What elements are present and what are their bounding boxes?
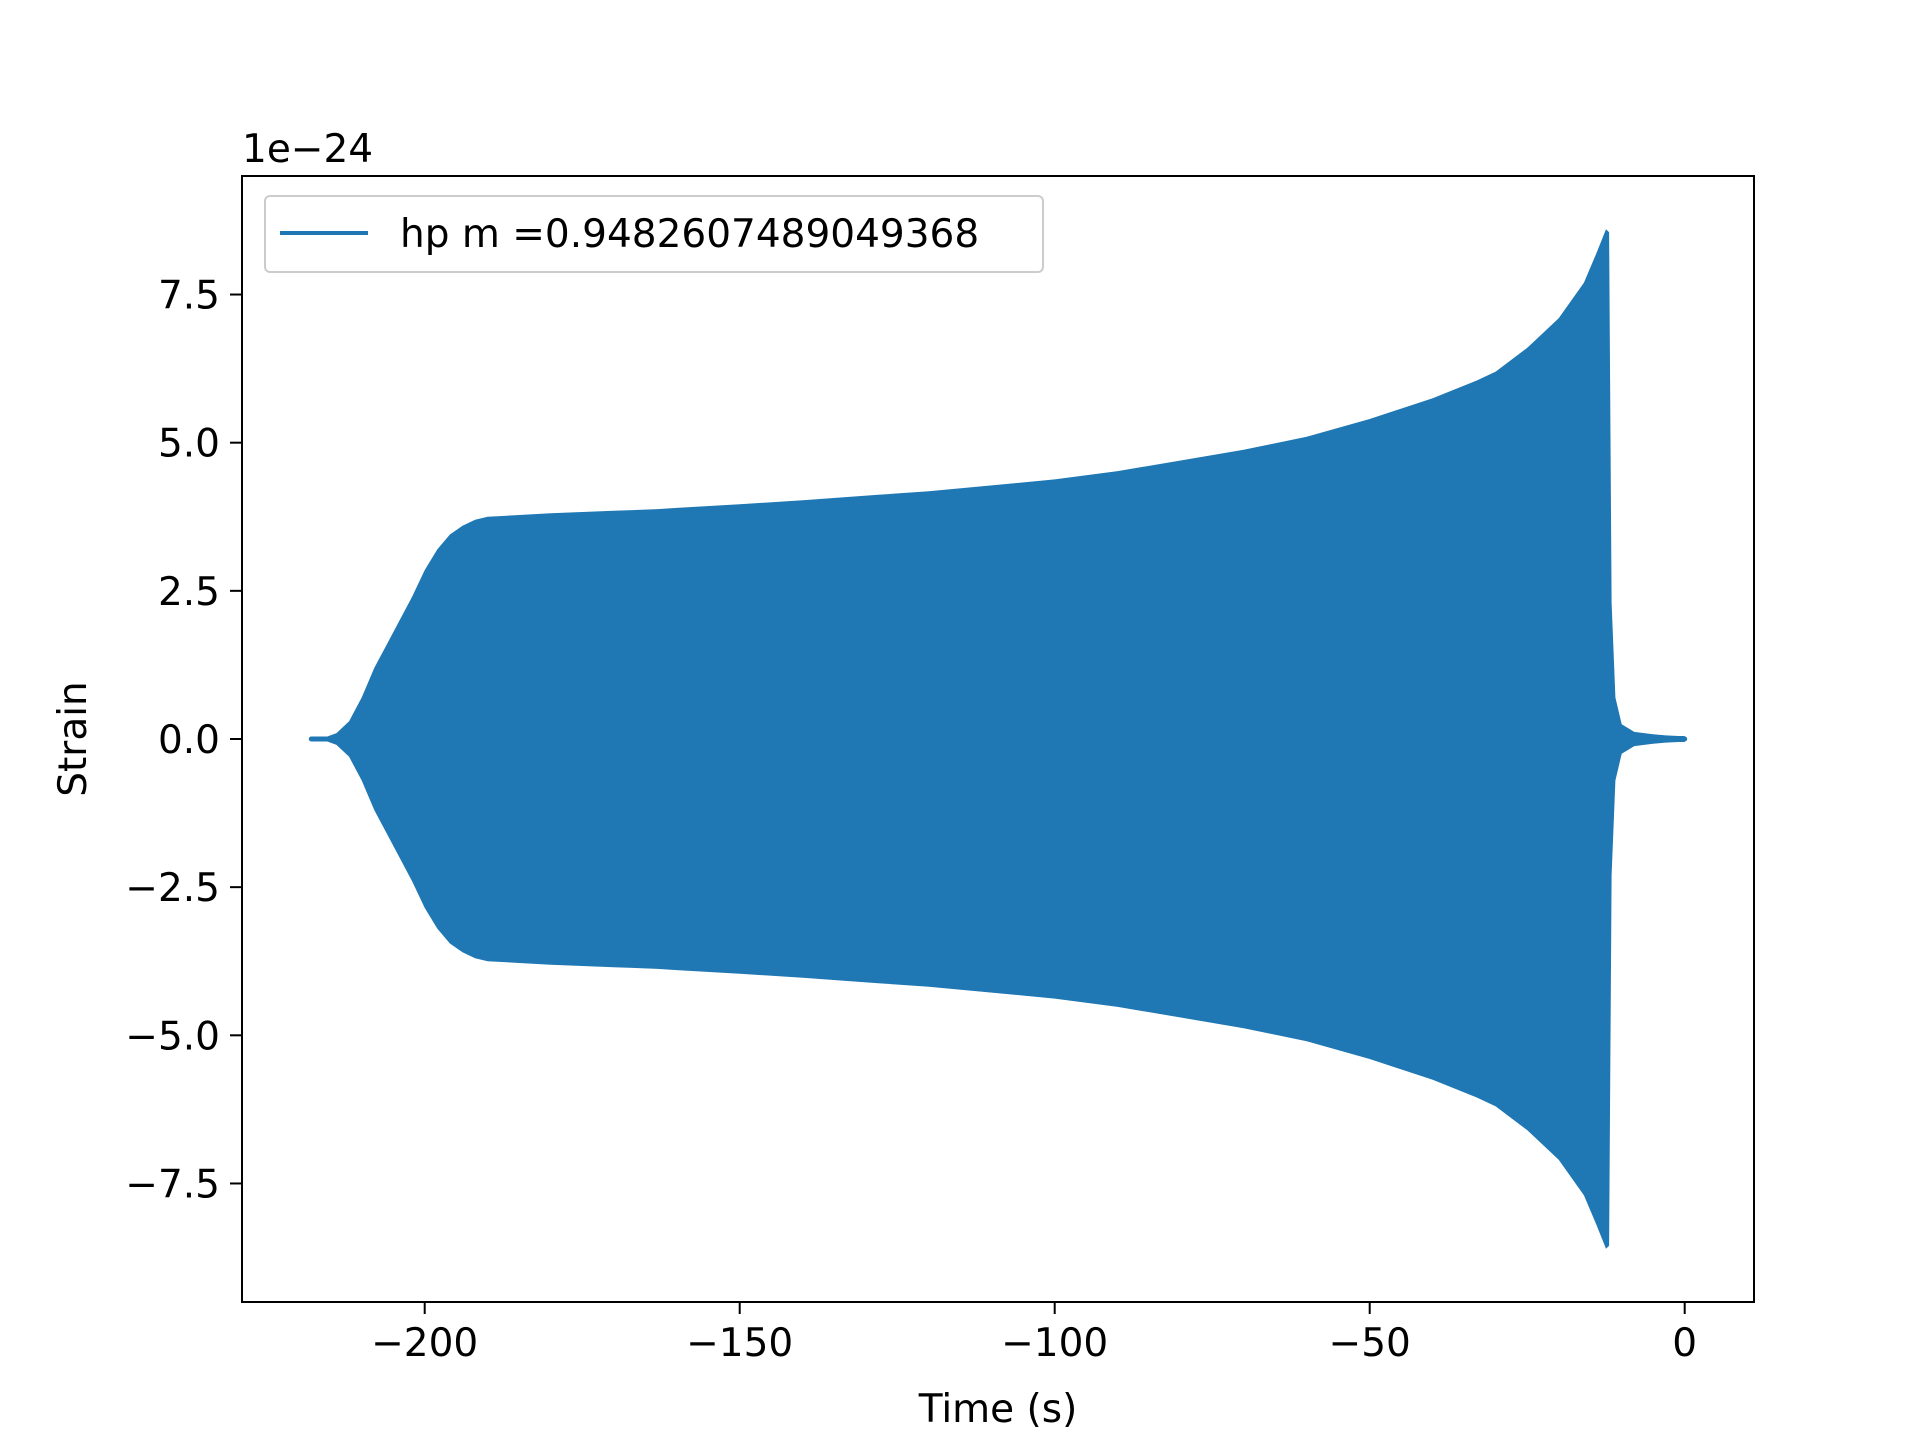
y-axis-offset-text: 1e−24: [242, 127, 373, 172]
x-axis: −200 −150 −100 −50 0: [371, 1302, 1697, 1366]
x-tick-label: −50: [1329, 1321, 1411, 1366]
legend: hp m =0.9482607489049368: [264, 195, 1044, 273]
x-axis-label: Time (s): [918, 1387, 1078, 1432]
y-tick-label: −2.5: [125, 866, 220, 911]
y-axis: −7.5 −5.0 −2.5 0.0 2.5 5.0 7.5: [125, 274, 242, 1207]
y-tick-label: −5.0: [125, 1014, 220, 1059]
x-tick-label: −150: [686, 1321, 793, 1366]
y-tick-label: 7.5: [158, 274, 220, 319]
y-axis-label: Strain: [51, 681, 96, 797]
plot-area: [308, 229, 1688, 1249]
legend-box: [264, 195, 1044, 273]
legend-entry-hp: hp m =0.9482607489049368: [400, 212, 979, 257]
y-tick-label: 5.0: [158, 422, 220, 467]
x-tick-label: 0: [1672, 1321, 1697, 1366]
y-tick-label: 2.5: [158, 570, 220, 615]
y-tick-label: −7.5: [125, 1162, 220, 1207]
y-tick-label: 0.0: [158, 718, 220, 763]
x-tick-label: −200: [371, 1321, 478, 1366]
x-tick-label: −100: [1001, 1321, 1108, 1366]
